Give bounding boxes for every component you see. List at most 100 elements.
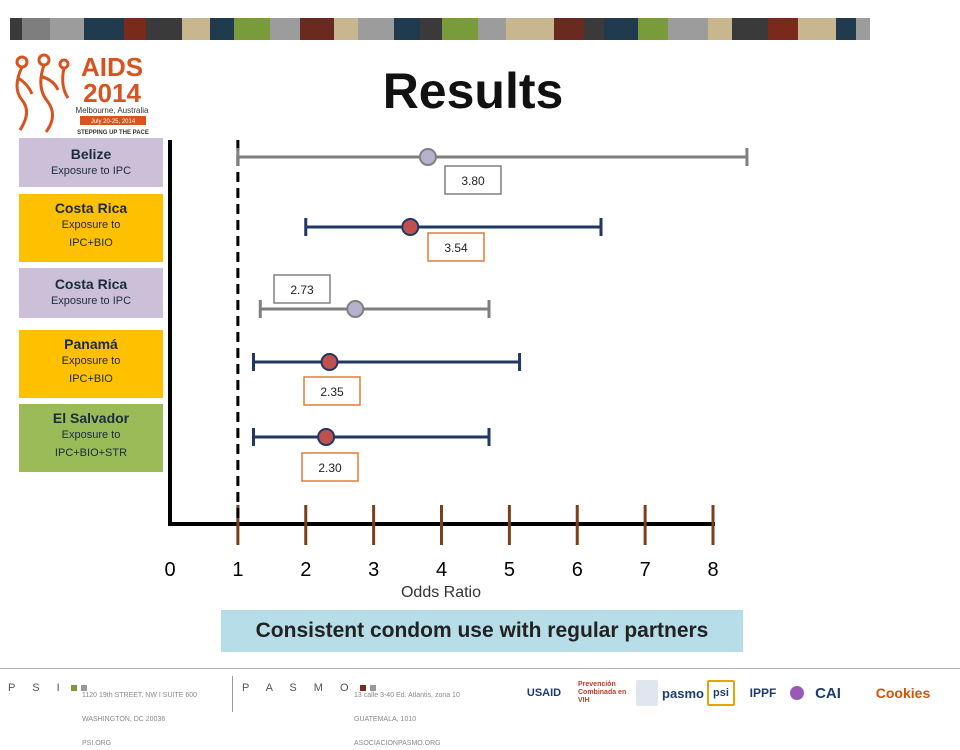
data-label-box — [303, 376, 361, 406]
color-band-segment — [50, 18, 84, 40]
point-estimate — [320, 353, 339, 371]
color-band-segment — [478, 18, 506, 40]
logo-tagline: STEPPING UP THE PACE — [77, 130, 149, 136]
ribbon-figures-icon — [15, 53, 70, 133]
color-band-segment — [10, 18, 22, 40]
circle-logo-icon — [790, 686, 804, 700]
slide-subtitle: Consistent condom use with regular partn… — [221, 610, 743, 652]
top-color-band — [10, 18, 942, 40]
x-tick-label: 7 — [640, 559, 651, 581]
color-band-segment — [554, 18, 584, 40]
exposure-label: IPC+BIO+STR — [54, 447, 128, 459]
data-label-box — [444, 165, 502, 195]
country-label-box: Costa Rica Exposure to IPC — [19, 268, 163, 318]
point-estimate — [401, 218, 420, 236]
ippf-logo: IPPF — [749, 686, 777, 700]
logo-dates: July 20-25, 2014 — [91, 119, 136, 125]
color-band-segment — [334, 18, 358, 40]
color-band-segment — [506, 18, 554, 40]
data-label: 3.54 — [444, 241, 468, 255]
usaid-logo: USAID — [526, 687, 562, 699]
logo-dates-bar — [80, 116, 146, 125]
cai-logo: CAI — [815, 684, 841, 702]
data-label: 2.35 — [320, 385, 344, 399]
pasmo-brand: P A S M O — [242, 682, 376, 694]
logo-title: AIDS — [81, 52, 143, 82]
color-band-segment — [732, 18, 768, 40]
pasmo-address-line: 13 calle 3-40 Ed. Atlantis, zona 10 — [354, 692, 460, 699]
psi-brand: P S I — [8, 682, 87, 694]
color-band-segment — [420, 18, 442, 40]
country-label-box: El Salvador Exposure to IPC+BIO+STR — [19, 404, 163, 472]
color-band-segment — [270, 18, 300, 40]
country-name: Costa Rica — [54, 276, 128, 292]
x-tick-label: 1 — [232, 559, 243, 581]
pasmo-logo: pasmo — [662, 685, 704, 701]
aids-2014-logo: AIDS 2014 Melbourne, Australia July 20-2… — [15, 52, 149, 136]
x-tick-label: 2 — [300, 559, 311, 581]
color-band-segment — [836, 18, 856, 40]
psi-address-line: PSI.ORG — [82, 740, 112, 747]
footer: P S I 1120 19th STREET, NW I SUITE 600 W… — [0, 668, 960, 747]
country-name: El Salvador — [52, 410, 130, 426]
country-label-box: Costa Rica Exposure to IPC+BIO — [19, 194, 163, 262]
x-tick-label: 4 — [436, 559, 447, 581]
color-band-segment — [210, 18, 234, 40]
country-label-box: Panamá Exposure to IPC+BIO — [19, 330, 163, 398]
color-band-segment — [84, 18, 124, 40]
exposure-label: IPC+BIO — [69, 237, 113, 249]
color-band-segment — [604, 18, 638, 40]
color-band-segment — [708, 18, 732, 40]
color-band-segment — [856, 18, 870, 40]
point-estimate — [346, 300, 365, 318]
data-label-box — [273, 274, 331, 304]
x-tick-label: 5 — [504, 559, 515, 581]
x-tick-label: 0 — [164, 559, 175, 581]
slide-title: Results — [382, 63, 564, 119]
pasmo-brand-text: P A S M O — [242, 682, 356, 694]
green-square-icon — [70, 685, 77, 692]
footer-rule — [0, 668, 960, 669]
data-label: 3.80 — [461, 174, 485, 188]
x-axis-label: Odds Ratio — [401, 584, 481, 601]
red-square-icon — [359, 685, 366, 692]
x-tick-label: 3 — [368, 559, 379, 581]
logo-year: 2014 — [83, 78, 141, 108]
point-estimate — [317, 428, 336, 446]
exposure-label: IPC+BIO — [69, 373, 113, 385]
color-band-segment — [768, 18, 798, 40]
country-label-box: Belize Exposure to IPC — [19, 138, 163, 187]
cookies-logo: Cookies — [875, 685, 931, 701]
color-band-segment — [22, 18, 50, 40]
psi-address-line: 1120 19th STREET, NW I SUITE 600 — [82, 692, 198, 699]
color-band-segment — [798, 18, 836, 40]
data-label: 2.30 — [318, 461, 342, 475]
footer-divider — [232, 676, 233, 712]
data-label: 2.73 — [290, 283, 314, 297]
color-band-segment — [442, 18, 478, 40]
exposure-label: Exposure to — [61, 355, 121, 367]
pasmo-address-line: ASOCIACIONPASMO.ORG — [354, 740, 441, 747]
country-name: Costa Rica — [54, 200, 128, 216]
color-band-segment — [182, 18, 210, 40]
x-tick-label: 8 — [707, 559, 718, 581]
psi-address: 1120 19th STREET, NW I SUITE 600 WASHING… — [82, 678, 197, 750]
color-band-segment — [124, 18, 146, 40]
color-band-segment — [638, 18, 668, 40]
color-band-segment — [300, 18, 334, 40]
country-name: Belize — [70, 146, 112, 162]
exposure-label: Exposure to — [61, 429, 121, 441]
country-name: Panamá — [64, 336, 118, 352]
prevencion-combinada-logo: Prevención Combinada en VIH — [578, 681, 627, 704]
grey-square-icon — [80, 685, 87, 692]
grey-square-icon — [369, 685, 376, 692]
psi-logo: psi — [707, 680, 735, 706]
color-band-segment — [146, 18, 182, 40]
pasmo-address: 13 calle 3-40 Ed. Atlantis, zona 10 GUAT… — [354, 678, 460, 750]
point-estimate — [418, 148, 437, 166]
color-band-segment — [668, 18, 708, 40]
exposure-label: Exposure to — [61, 219, 121, 231]
odds-ratio-forest-plot: 0 1 2 3 4 5 6 7 8 Odds Ratio 3.80 3.54 2.73 2.35 2.30 — [164, 140, 749, 601]
color-band-segment — [234, 18, 270, 40]
color-band-segment — [394, 18, 420, 40]
